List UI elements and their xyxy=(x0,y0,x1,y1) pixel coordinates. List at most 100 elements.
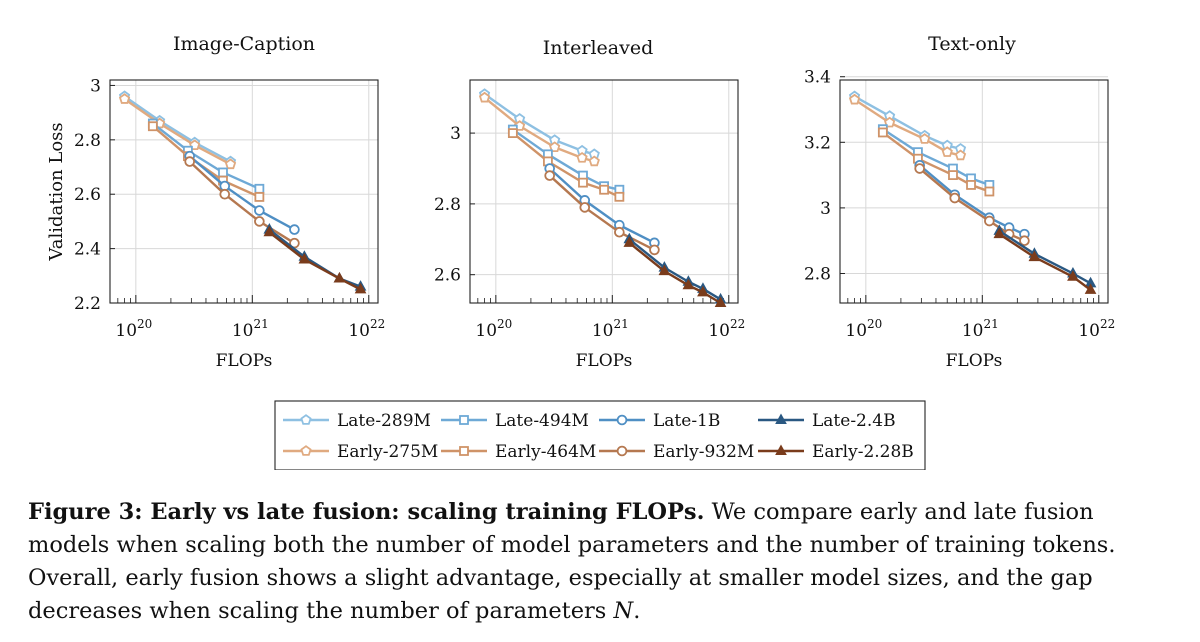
legend-label: Late-289M xyxy=(337,411,431,431)
legend-marker xyxy=(775,413,787,424)
legend-label: Early-2.28B xyxy=(812,442,914,462)
x-tick-label: 1021 xyxy=(592,317,629,341)
series-late-1b xyxy=(184,150,300,235)
legend-item-late-289m: Late-289M xyxy=(283,411,431,431)
series-line xyxy=(123,98,232,166)
legend-label: Early-275M xyxy=(337,442,438,462)
legend-item-late-1b: Late-1B xyxy=(599,411,720,431)
caption-end: . xyxy=(633,598,641,624)
x-tick-label: 1020 xyxy=(475,317,512,341)
series-line xyxy=(853,95,961,151)
chart-title: Interleaved xyxy=(543,37,654,59)
series-line xyxy=(548,167,655,244)
series-late-1b xyxy=(544,163,660,249)
data-point xyxy=(649,244,660,256)
series-early-2-28b xyxy=(623,236,727,307)
legend-marker xyxy=(300,414,312,425)
legend-marker xyxy=(300,445,312,456)
legend-marker xyxy=(775,444,787,455)
data-point xyxy=(954,149,967,161)
data-point xyxy=(254,183,265,194)
series-line xyxy=(268,228,361,288)
data-point xyxy=(914,163,925,174)
x-axis-label: FLOPs xyxy=(576,351,633,371)
series-line xyxy=(188,160,296,245)
data-point xyxy=(218,167,228,178)
data-point xyxy=(848,93,861,105)
series-late-289m xyxy=(848,90,967,154)
data-point xyxy=(1019,235,1030,246)
series-line xyxy=(123,95,232,163)
caption-text: We compare early and late fusion models … xyxy=(28,499,1116,624)
chart-panel-interleaved: Interleaved 1020 1021 1022 2.6 2.8 3 FLOPs xyxy=(434,37,745,371)
data-point xyxy=(984,215,995,227)
x-tick-label: 1021 xyxy=(962,317,999,341)
chart-panel-image-caption: Image-Caption 1020 1021 1022 2.2 2.4 2.6 2.8 3 FL… xyxy=(46,33,385,371)
series-early-464m xyxy=(507,128,625,202)
data-point xyxy=(478,91,491,103)
series-late-2-4b xyxy=(623,232,727,304)
series-line xyxy=(483,93,595,156)
data-point xyxy=(578,177,588,188)
chart-panel-text-only: Text-only 1020 1021 1022 2.8 3 3.2 3.4 FLOPs xyxy=(804,33,1115,371)
y-tick-label: 3 xyxy=(450,124,461,144)
data-point xyxy=(333,271,346,283)
data-point xyxy=(948,170,958,181)
data-point xyxy=(507,128,518,138)
data-point xyxy=(1067,270,1079,281)
series-early-932m xyxy=(914,163,1030,246)
legend-marker xyxy=(459,415,469,425)
data-point xyxy=(544,170,555,181)
series-late-289m xyxy=(118,90,237,167)
series-line xyxy=(998,233,1092,291)
series-line xyxy=(268,231,362,291)
data-point xyxy=(219,188,231,200)
x-tick-label: 1021 xyxy=(232,317,269,341)
y-tick-label: 2.6 xyxy=(434,266,461,286)
y-tick-label: 3.2 xyxy=(804,133,831,153)
y-tick-label: 2.6 xyxy=(74,185,101,205)
y-tick-label: 2.8 xyxy=(74,131,101,151)
legend-item-late-2-4b: Late-2.4B xyxy=(758,411,896,431)
series-early-275m xyxy=(118,93,237,170)
y-tick-label: 3 xyxy=(90,76,101,96)
data-point xyxy=(588,155,600,167)
legend-label: Late-494M xyxy=(495,411,589,431)
series-line xyxy=(548,174,655,251)
legend-marker xyxy=(616,445,628,457)
x-tick-label: 1020 xyxy=(115,317,152,341)
series-early-2-28b xyxy=(993,227,1097,294)
series-early-275m xyxy=(478,91,600,167)
data-point xyxy=(623,236,636,247)
data-point xyxy=(697,285,709,297)
y-tick-label: 3 xyxy=(820,199,831,219)
data-point xyxy=(714,296,727,307)
data-point xyxy=(1084,283,1097,294)
legend-item-early-2-28b: Early-2.28B xyxy=(758,442,914,462)
legend-label: Early-932M xyxy=(653,442,754,462)
x-tick-label: 1022 xyxy=(348,317,385,341)
data-point xyxy=(549,141,561,153)
legend-item-early-275m: Early-275M xyxy=(283,442,438,462)
data-point xyxy=(254,192,265,202)
y-tick-label: 2.2 xyxy=(74,294,101,314)
caption-label: Figure 3: Early vs late fusion: scaling … xyxy=(28,499,705,525)
caption-variable: N xyxy=(613,598,634,624)
data-point xyxy=(254,205,265,216)
data-point xyxy=(984,186,995,197)
chart-legend: Late-289M Late-494M Late-1B Late-2.4B Early-… xyxy=(274,400,926,470)
series-early-2-28b xyxy=(263,225,367,294)
legend-box xyxy=(274,400,926,470)
data-point xyxy=(614,191,625,202)
series-line xyxy=(188,155,296,231)
data-point xyxy=(877,127,888,138)
data-point xyxy=(147,121,158,132)
legend-label: Early-464M xyxy=(495,442,596,462)
data-point xyxy=(224,158,237,170)
data-point xyxy=(614,226,625,238)
series-early-464m xyxy=(877,127,995,197)
series-early-932m xyxy=(184,156,300,249)
axes-frame xyxy=(839,79,1109,304)
series-early-275m xyxy=(848,93,967,161)
series-late-494m xyxy=(147,118,265,194)
